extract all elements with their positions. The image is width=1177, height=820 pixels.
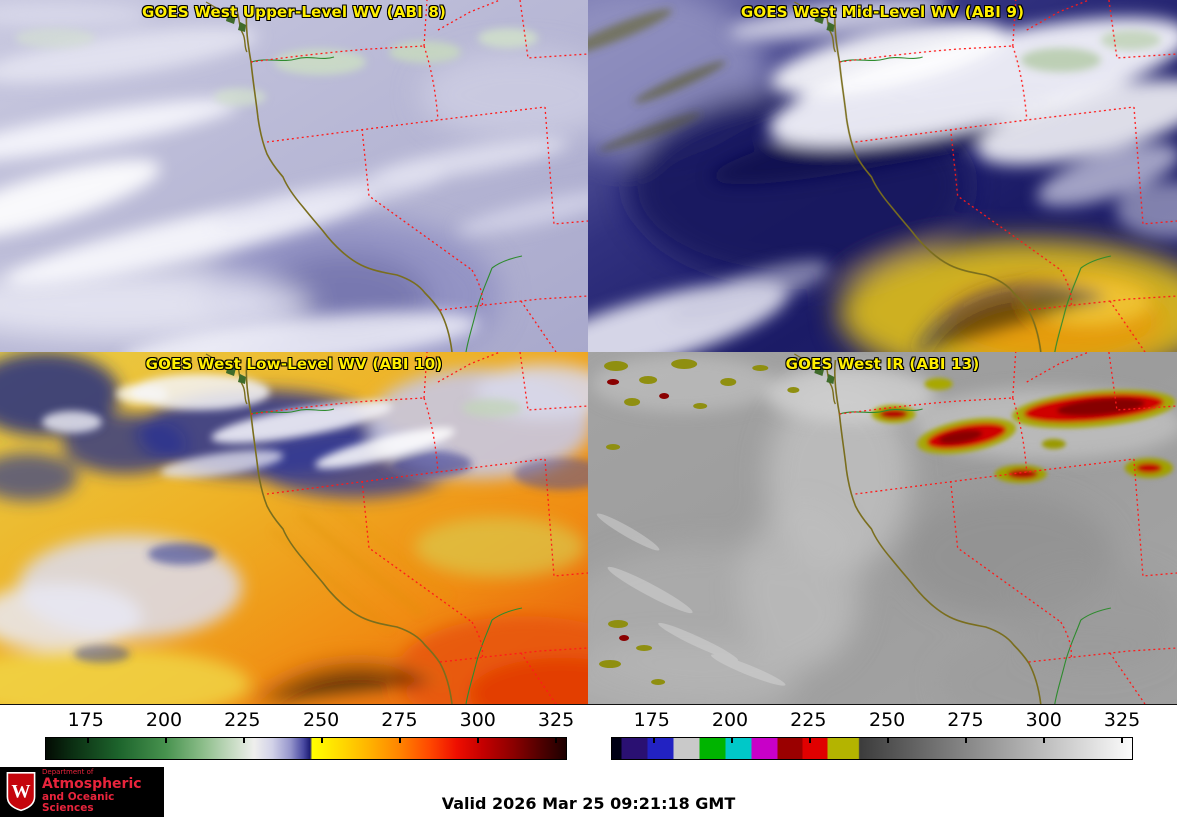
ir-colorbar-group: 175 200 225 250 275 300 325 bbox=[611, 709, 1141, 763]
cold-cores-small bbox=[607, 379, 670, 641]
satellite-image-abi8 bbox=[0, 0, 588, 352]
tick-mark bbox=[242, 738, 245, 743]
tick-mark bbox=[321, 738, 324, 743]
tick-label: 325 bbox=[537, 709, 575, 731]
logo-line-2: Atmospheric bbox=[42, 775, 142, 792]
tick-label: 325 bbox=[1103, 709, 1141, 731]
cloud-streets bbox=[596, 513, 786, 686]
tick-mark bbox=[555, 738, 558, 743]
ir-colorbar bbox=[611, 737, 1133, 760]
logo-line-1: Department of bbox=[42, 768, 94, 777]
satellite-image-abi13 bbox=[588, 352, 1177, 704]
panel-abi13: GOES West IR (ABI 13) bbox=[588, 352, 1177, 704]
uw-crest-icon: W bbox=[6, 772, 36, 812]
logo-text: Department of Atmospheric and Oceanic Sc… bbox=[42, 769, 159, 814]
logo-line-3: and Oceanic Sciences bbox=[42, 791, 115, 815]
tick-label: 200 bbox=[711, 709, 749, 731]
tick-mark bbox=[652, 738, 655, 743]
cloud-details bbox=[42, 374, 588, 663]
panel-title-abi10: GOES West Low-Level WV (ABI 10) bbox=[145, 355, 443, 373]
dry-green-patches bbox=[15, 28, 538, 106]
satellite-image-abi10 bbox=[0, 352, 588, 704]
panel-abi8: GOES West Upper-Level WV (ABI 8) bbox=[0, 0, 588, 352]
tick-label: 225 bbox=[790, 709, 827, 731]
cold-cloud-tops bbox=[871, 378, 1176, 483]
tick-label: 250 bbox=[302, 709, 340, 731]
valid-time-label: Valid 2026 Mar 25 09:21:18 GMT bbox=[441, 794, 736, 813]
panel-title-abi9: GOES West Mid-Level WV (ABI 9) bbox=[740, 3, 1025, 21]
tick-mark bbox=[730, 738, 733, 743]
tick-mark bbox=[1121, 738, 1124, 743]
dry-streaks bbox=[588, 9, 1161, 152]
tick-mark bbox=[887, 738, 890, 743]
ir-colorbar-labels: 175 200 225 250 275 300 325 bbox=[611, 709, 1141, 735]
tick-mark bbox=[399, 738, 402, 743]
panel-title-abi8: GOES West Upper-Level WV (ABI 8) bbox=[141, 3, 447, 21]
wv-colorbar-labels: 175 200 225 250 275 300 325 bbox=[45, 709, 575, 735]
panel-abi10: GOES West Low-Level WV (ABI 10) bbox=[0, 352, 588, 704]
tick-label: 225 bbox=[224, 709, 261, 731]
crest-letter: W bbox=[11, 782, 30, 803]
tick-mark bbox=[1043, 738, 1046, 743]
tick-label: 175 bbox=[633, 709, 670, 731]
panel-title-abi13: GOES West IR (ABI 13) bbox=[785, 355, 980, 373]
cloud-bands bbox=[0, 3, 588, 352]
wv-colorbar-group: 175 200 225 250 275 300 325 bbox=[45, 709, 575, 763]
tick-label: 275 bbox=[381, 709, 418, 731]
tick-label: 250 bbox=[868, 709, 906, 731]
tick-label: 200 bbox=[145, 709, 183, 731]
tick-label: 175 bbox=[67, 709, 104, 731]
tick-mark bbox=[808, 738, 811, 743]
uw-aos-logo: W Department of Atmospheric and Oceanic … bbox=[0, 767, 164, 817]
tick-mark bbox=[477, 738, 480, 743]
tick-mark bbox=[965, 738, 968, 743]
satellite-image-abi9 bbox=[588, 0, 1177, 352]
footer: W Department of Atmospheric and Oceanic … bbox=[0, 765, 1177, 820]
tick-label: 300 bbox=[459, 709, 496, 731]
tick-mark bbox=[164, 738, 167, 743]
tick-label: 300 bbox=[1025, 709, 1062, 731]
tick-label: 275 bbox=[947, 709, 984, 731]
panel-abi9: GOES West Mid-Level WV (ABI 9) bbox=[588, 0, 1177, 352]
wv-colorbar bbox=[45, 737, 567, 760]
colorbar-row: 175 200 225 250 275 300 325 175 200 225 … bbox=[0, 705, 1177, 765]
cold-speckles bbox=[599, 359, 800, 685]
tick-mark bbox=[86, 738, 89, 743]
satellite-panel-grid: GOES West Upper-Level WV (ABI 8) bbox=[0, 0, 1177, 705]
gray-cloud-fields bbox=[588, 382, 1177, 704]
